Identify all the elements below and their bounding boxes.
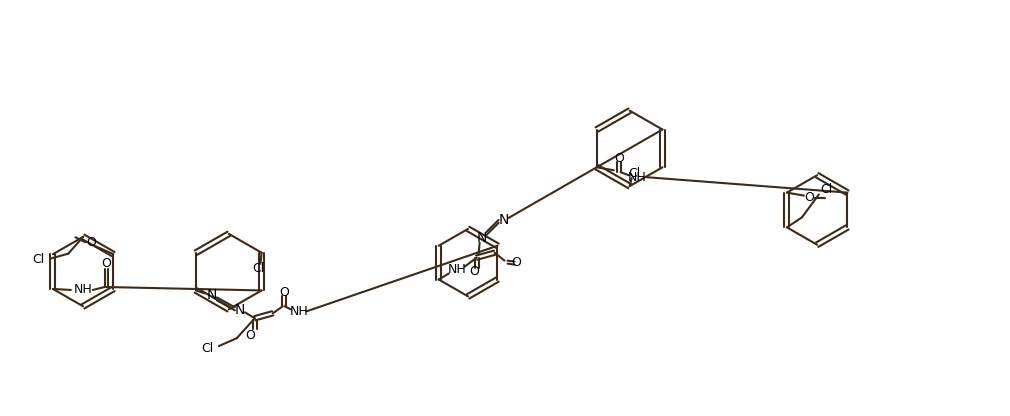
Text: O: O — [804, 191, 814, 204]
Text: O: O — [614, 152, 624, 165]
Text: Cl: Cl — [201, 342, 213, 354]
Text: N: N — [207, 288, 217, 302]
Text: O: O — [101, 257, 111, 270]
Text: NH: NH — [627, 171, 646, 184]
Text: Cl: Cl — [628, 167, 640, 180]
Text: N: N — [498, 213, 509, 227]
Text: O: O — [87, 236, 96, 249]
Text: NH: NH — [289, 305, 308, 318]
Text: O: O — [512, 256, 521, 269]
Text: Cl: Cl — [252, 262, 265, 275]
Text: NH: NH — [447, 263, 466, 276]
Text: O: O — [244, 329, 255, 342]
Text: O: O — [470, 265, 480, 278]
Text: NH: NH — [74, 283, 92, 297]
Text: Cl: Cl — [821, 183, 833, 196]
Text: N: N — [234, 303, 245, 317]
Text: N: N — [477, 231, 487, 245]
Text: O: O — [279, 286, 289, 299]
Text: Cl: Cl — [32, 253, 44, 266]
